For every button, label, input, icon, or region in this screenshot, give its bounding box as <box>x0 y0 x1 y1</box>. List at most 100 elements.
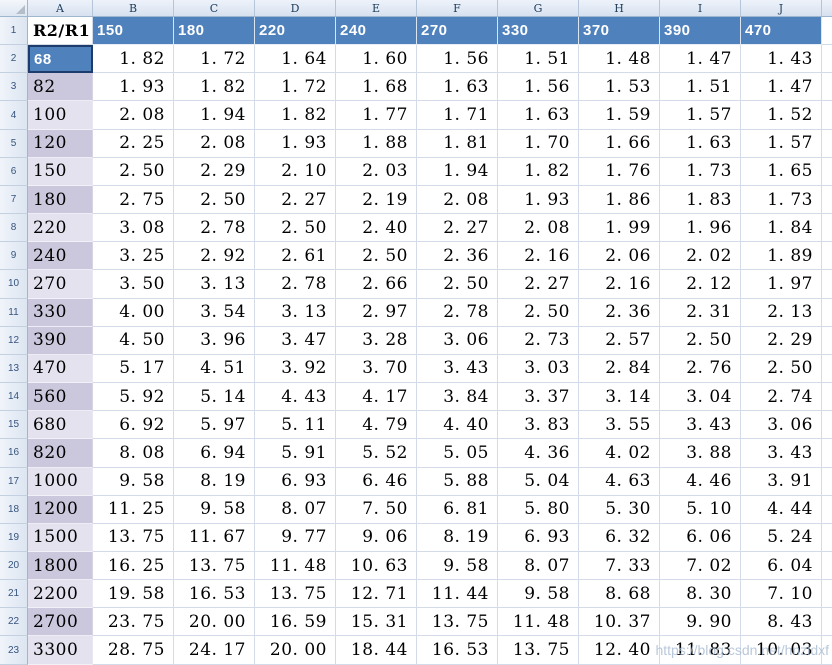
data-cell[interactable]: 28. 75 <box>93 636 174 665</box>
data-cell[interactable]: 4. 00 <box>93 298 174 327</box>
data-cell[interactable]: 7. 50 <box>336 495 417 524</box>
row-number-9[interactable]: 9 <box>0 242 28 271</box>
data-cell[interactable]: 4. 36 <box>498 439 579 468</box>
data-cell[interactable]: 9. 58 <box>174 495 255 524</box>
data-cell[interactable]: 13. 75 <box>498 636 579 665</box>
data-cell[interactable]: 1. 94 <box>174 101 255 130</box>
data-cell[interactable]: 7. 10 <box>741 580 822 609</box>
column-header-d[interactable]: D <box>255 0 336 16</box>
data-cell[interactable]: 1. 89 <box>741 242 822 271</box>
data-cell[interactable]: 6. 06 <box>660 523 741 552</box>
data-cell[interactable]: 6. 32 <box>579 523 660 552</box>
data-cell[interactable]: 24. 17 <box>174 636 255 665</box>
data-cell[interactable]: 2. 78 <box>174 214 255 243</box>
data-cell[interactable]: 8. 19 <box>417 523 498 552</box>
data-cell[interactable]: 3. 03 <box>498 354 579 384</box>
header-value-cell[interactable]: 370 <box>579 17 660 46</box>
data-cell[interactable]: 3. 13 <box>174 270 255 299</box>
row-label-cell[interactable]: 1200 <box>28 495 93 524</box>
data-cell[interactable]: 2. 08 <box>174 129 255 158</box>
data-cell[interactable]: 1. 63 <box>660 129 741 158</box>
data-cell[interactable]: 2. 73 <box>498 326 579 355</box>
data-cell[interactable]: 4. 44 <box>741 495 822 524</box>
data-cell[interactable]: 8. 43 <box>741 608 822 637</box>
column-header-a[interactable]: A <box>28 0 93 16</box>
data-cell[interactable]: 1. 47 <box>660 45 741 74</box>
data-cell[interactable]: 11. 83 <box>660 636 741 665</box>
data-cell[interactable]: 3. 47 <box>255 326 336 355</box>
row-label-cell[interactable]: 680 <box>28 411 93 440</box>
column-header-j[interactable]: J <box>741 0 822 16</box>
data-cell[interactable]: 1. 57 <box>741 129 822 158</box>
data-cell[interactable]: 5. 97 <box>174 411 255 440</box>
data-cell[interactable]: 1. 72 <box>174 45 255 74</box>
data-cell[interactable]: 3. 06 <box>417 326 498 355</box>
data-cell[interactable]: 5. 92 <box>93 383 174 412</box>
row-number-16[interactable]: 16 <box>0 439 28 468</box>
data-cell[interactable]: 19. 58 <box>93 580 174 609</box>
data-cell[interactable]: 2. 40 <box>336 214 417 243</box>
data-cell[interactable]: 4. 46 <box>660 467 741 496</box>
data-cell[interactable]: 5. 88 <box>417 467 498 496</box>
data-cell[interactable]: 1. 57 <box>660 101 741 130</box>
data-cell[interactable]: 4. 51 <box>174 354 255 384</box>
row-label-cell[interactable]: 120 <box>28 129 93 158</box>
data-cell[interactable]: 2. 50 <box>255 214 336 243</box>
data-cell[interactable]: 1. 51 <box>660 73 741 102</box>
data-cell[interactable]: 3. 08 <box>93 214 174 243</box>
column-header-c[interactable]: C <box>174 0 255 16</box>
data-cell[interactable]: 2. 76 <box>660 354 741 384</box>
data-cell[interactable]: 2. 29 <box>174 157 255 186</box>
column-header-e[interactable]: E <box>336 0 417 16</box>
data-cell[interactable]: 8. 30 <box>660 580 741 609</box>
data-cell[interactable]: 2. 25 <box>93 129 174 158</box>
row-number-5[interactable]: 5 <box>0 129 28 158</box>
data-cell[interactable]: 3. 96 <box>174 326 255 355</box>
row-label-cell[interactable]: 240 <box>28 242 93 271</box>
select-all-corner[interactable] <box>0 0 28 16</box>
data-cell[interactable]: 4. 40 <box>417 411 498 440</box>
data-cell[interactable]: 2. 50 <box>498 298 579 327</box>
data-cell[interactable]: 2. 36 <box>417 242 498 271</box>
data-cell[interactable]: 2. 50 <box>93 157 174 186</box>
data-cell[interactable]: 8. 19 <box>174 467 255 496</box>
row-number-18[interactable]: 18 <box>0 495 28 524</box>
row-label-cell[interactable]: 470 <box>28 354 93 384</box>
data-cell[interactable]: 1. 64 <box>255 45 336 74</box>
data-cell[interactable]: 9. 58 <box>417 551 498 581</box>
data-cell[interactable]: 3. 14 <box>579 383 660 412</box>
data-cell[interactable]: 3. 13 <box>255 298 336 327</box>
data-cell[interactable]: 1. 63 <box>417 73 498 102</box>
data-cell[interactable]: 16. 59 <box>255 608 336 637</box>
data-cell[interactable]: 16. 53 <box>417 636 498 665</box>
row-number-3[interactable]: 3 <box>0 73 28 102</box>
data-cell[interactable]: 1. 93 <box>93 73 174 102</box>
data-cell[interactable]: 3. 70 <box>336 354 417 384</box>
data-cell[interactable]: 2. 02 <box>660 242 741 271</box>
column-header-b[interactable]: B <box>93 0 174 16</box>
row-number-20[interactable]: 20 <box>0 551 28 581</box>
row-label-cell[interactable]: 330 <box>28 298 93 327</box>
data-cell[interactable]: 2. 78 <box>417 298 498 327</box>
data-cell[interactable]: 1. 73 <box>741 185 822 215</box>
data-cell[interactable]: 1. 99 <box>579 214 660 243</box>
header-value-cell[interactable]: 240 <box>336 17 417 46</box>
data-cell[interactable]: 9. 58 <box>93 467 174 496</box>
data-cell[interactable]: 4. 43 <box>255 383 336 412</box>
row-number-2[interactable]: 2 <box>0 45 28 74</box>
data-cell[interactable]: 3. 83 <box>498 411 579 440</box>
header-value-cell[interactable]: 330 <box>498 17 579 46</box>
data-cell[interactable]: 3. 06 <box>741 411 822 440</box>
data-cell[interactable]: 6. 94 <box>174 439 255 468</box>
row-number-7[interactable]: 7 <box>0 185 28 215</box>
data-cell[interactable]: 13. 75 <box>255 580 336 609</box>
data-cell[interactable]: 1. 43 <box>741 45 822 74</box>
data-cell[interactable]: 1. 53 <box>579 73 660 102</box>
data-cell[interactable]: 5. 91 <box>255 439 336 468</box>
row-label-cell[interactable]: 220 <box>28 214 93 243</box>
data-cell[interactable]: 1. 83 <box>660 185 741 215</box>
data-cell[interactable]: 1. 93 <box>255 129 336 158</box>
data-cell[interactable]: 2. 19 <box>336 185 417 215</box>
data-cell[interactable]: 2. 27 <box>417 214 498 243</box>
header-value-cell[interactable]: 470 <box>741 17 822 46</box>
